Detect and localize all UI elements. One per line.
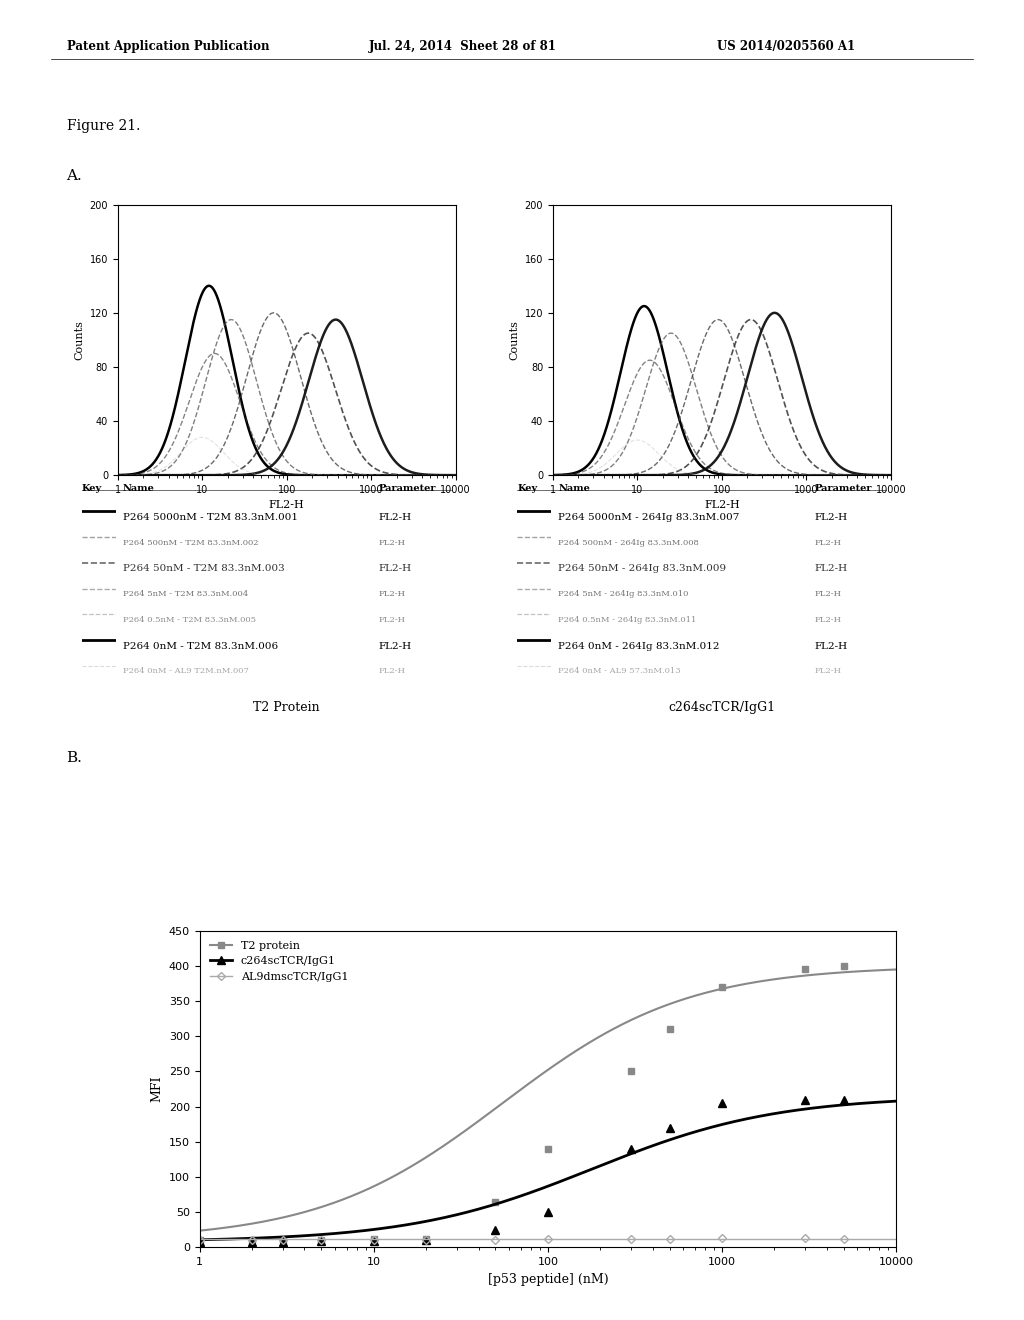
Text: FL2-H: FL2-H <box>814 668 841 676</box>
Text: FL2-H: FL2-H <box>379 668 406 676</box>
Text: P264 5000nM - T2M 83.3nM.001: P264 5000nM - T2M 83.3nM.001 <box>123 512 298 521</box>
Text: FL2-H: FL2-H <box>814 539 841 546</box>
Text: FL2-H: FL2-H <box>814 642 847 651</box>
Y-axis label: MFI: MFI <box>151 1076 163 1102</box>
Text: Parameter: Parameter <box>814 484 871 494</box>
Text: P264 0nM - AL9 57.3nM.013: P264 0nM - AL9 57.3nM.013 <box>558 668 681 676</box>
Text: P264 5nM - 264Ig 83.3nM.010: P264 5nM - 264Ig 83.3nM.010 <box>558 590 688 598</box>
Text: Name: Name <box>123 484 155 494</box>
Text: B.: B. <box>67 751 83 766</box>
Text: T2 Protein: T2 Protein <box>253 701 321 714</box>
Text: Jul. 24, 2014  Sheet 28 of 81: Jul. 24, 2014 Sheet 28 of 81 <box>369 40 556 53</box>
Text: P264 50nM - 264Ig 83.3nM.009: P264 50nM - 264Ig 83.3nM.009 <box>558 565 726 573</box>
Text: Key: Key <box>517 484 538 494</box>
X-axis label: FL2-H: FL2-H <box>269 500 304 511</box>
Y-axis label: Counts: Counts <box>509 319 519 360</box>
Text: FL2-H: FL2-H <box>814 565 847 573</box>
Text: FL2-H: FL2-H <box>379 512 412 521</box>
Text: Key: Key <box>82 484 102 494</box>
Text: FL2-H: FL2-H <box>379 565 412 573</box>
Text: FL2-H: FL2-H <box>379 615 406 624</box>
Text: P264 500nM - T2M 83.3nM.002: P264 500nM - T2M 83.3nM.002 <box>123 539 258 546</box>
Text: Figure 21.: Figure 21. <box>67 119 140 133</box>
Text: Parameter: Parameter <box>379 484 436 494</box>
Text: A.: A. <box>67 169 82 183</box>
Legend: T2 protein, c264scTCR/IgG1, AL9dmscTCR/IgG1: T2 protein, c264scTCR/IgG1, AL9dmscTCR/I… <box>205 936 352 986</box>
X-axis label: FL2-H: FL2-H <box>705 500 739 511</box>
Text: P264 0.5nM - T2M 83.3nM.005: P264 0.5nM - T2M 83.3nM.005 <box>123 615 256 624</box>
Text: P264 50nM - T2M 83.3nM.003: P264 50nM - T2M 83.3nM.003 <box>123 565 285 573</box>
Text: FL2-H: FL2-H <box>814 512 847 521</box>
Text: FL2-H: FL2-H <box>379 539 406 546</box>
Text: P264 5nM - T2M 83.3nM.004: P264 5nM - T2M 83.3nM.004 <box>123 590 248 598</box>
X-axis label: [p53 peptide] (nM): [p53 peptide] (nM) <box>487 1272 608 1286</box>
Text: FL2-H: FL2-H <box>814 590 841 598</box>
Text: P264 0nM - 264Ig 83.3nM.012: P264 0nM - 264Ig 83.3nM.012 <box>558 642 720 651</box>
Text: FL2-H: FL2-H <box>814 615 841 624</box>
Text: Name: Name <box>558 484 590 494</box>
Text: P264 0nM - T2M 83.3nM.006: P264 0nM - T2M 83.3nM.006 <box>123 642 278 651</box>
Text: Patent Application Publication: Patent Application Publication <box>67 40 269 53</box>
Text: FL2-H: FL2-H <box>379 642 412 651</box>
Y-axis label: Counts: Counts <box>74 319 84 360</box>
Text: P264 0nM - AL9 T2M.nM.007: P264 0nM - AL9 T2M.nM.007 <box>123 668 249 676</box>
Text: P264 0.5nM - 264Ig 83.3nM.011: P264 0.5nM - 264Ig 83.3nM.011 <box>558 615 696 624</box>
Text: P264 500nM - 264Ig 83.3nM.008: P264 500nM - 264Ig 83.3nM.008 <box>558 539 699 546</box>
Text: FL2-H: FL2-H <box>379 590 406 598</box>
Text: US 2014/0205560 A1: US 2014/0205560 A1 <box>717 40 855 53</box>
Text: c264scTCR/IgG1: c264scTCR/IgG1 <box>669 701 775 714</box>
Text: P264 5000nM - 264Ig 83.3nM.007: P264 5000nM - 264Ig 83.3nM.007 <box>558 512 739 521</box>
